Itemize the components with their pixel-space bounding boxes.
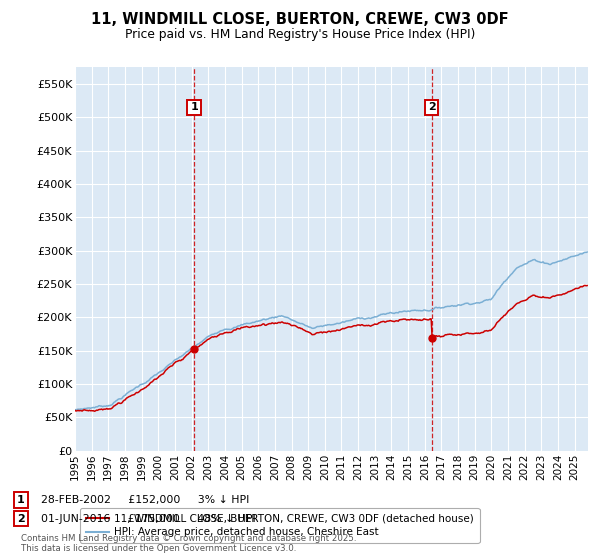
Text: 28-FEB-2002     £152,000     3% ↓ HPI: 28-FEB-2002 £152,000 3% ↓ HPI (41, 495, 249, 505)
Text: 2: 2 (428, 102, 436, 113)
Text: Contains HM Land Registry data © Crown copyright and database right 2025.
This d: Contains HM Land Registry data © Crown c… (21, 534, 356, 553)
Text: 2: 2 (17, 514, 25, 524)
Legend: 11, WINDMILL CLOSE, BUERTON, CREWE, CW3 0DF (detached house), HPI: Average price: 11, WINDMILL CLOSE, BUERTON, CREWE, CW3 … (80, 508, 479, 543)
Text: 1: 1 (190, 102, 198, 113)
Text: 1: 1 (17, 495, 25, 505)
Text: 11, WINDMILL CLOSE, BUERTON, CREWE, CW3 0DF: 11, WINDMILL CLOSE, BUERTON, CREWE, CW3 … (91, 12, 509, 27)
Text: Price paid vs. HM Land Registry's House Price Index (HPI): Price paid vs. HM Land Registry's House … (125, 28, 475, 41)
Text: 01-JUN-2016     £175,000     48% ↓ HPI: 01-JUN-2016 £175,000 48% ↓ HPI (41, 514, 256, 524)
